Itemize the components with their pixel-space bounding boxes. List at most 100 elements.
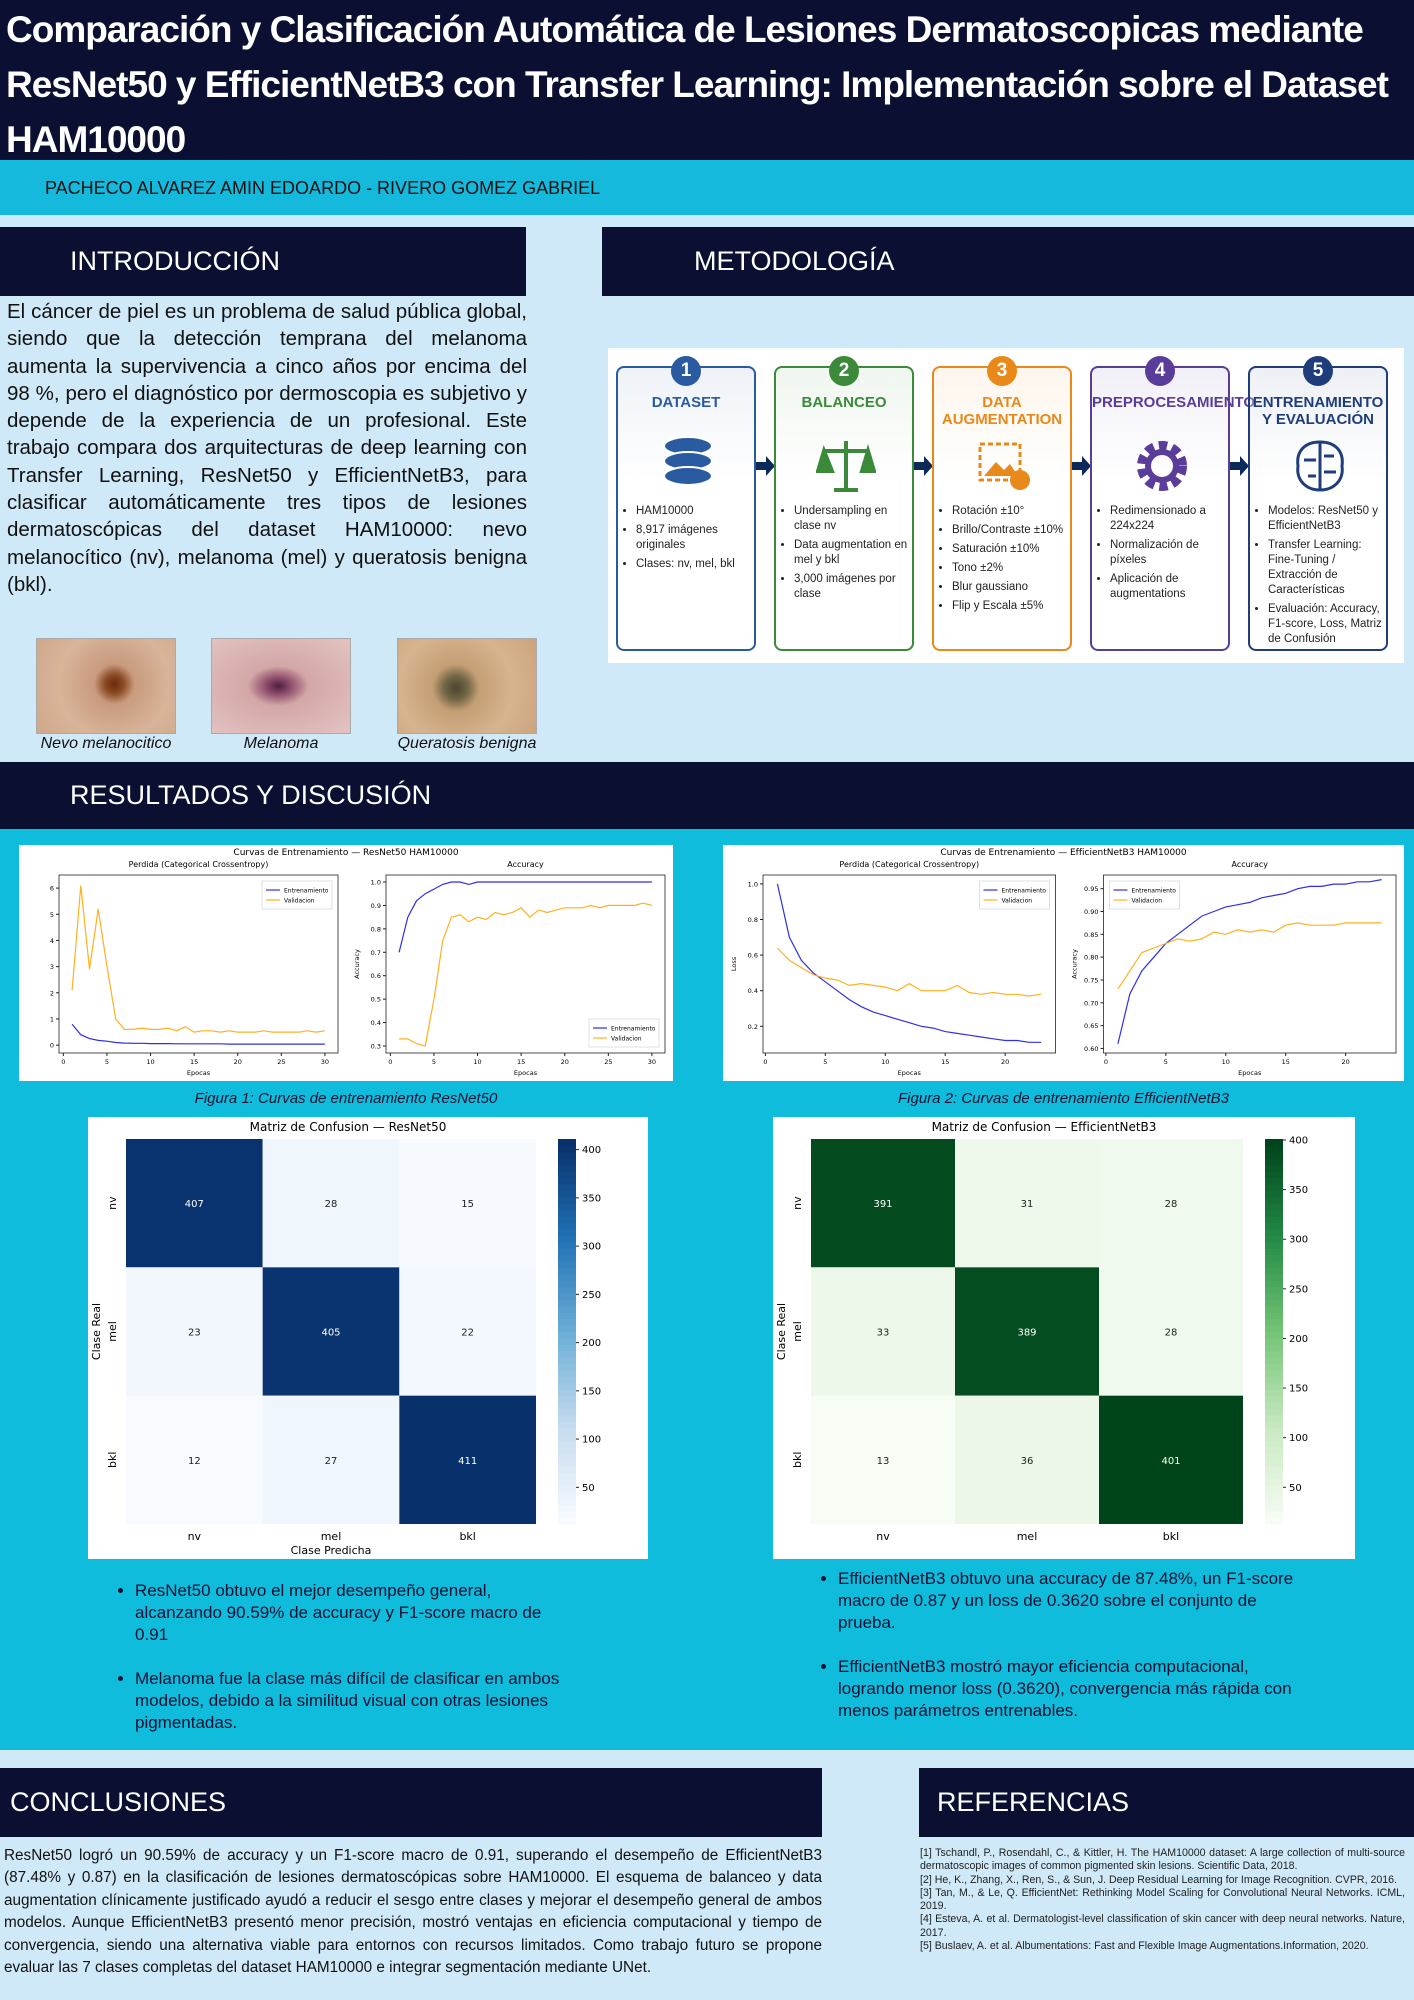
colorbar-step [558, 1312, 576, 1320]
cell-value: 13 [877, 1456, 890, 1467]
colorbar-step [1265, 1337, 1283, 1345]
reference-list: [1] Tschandl, P., Rosendahl, C., & Kittl… [920, 1847, 1405, 1953]
step-card: 3 DATA AUGMENTATION Rotación ±10° Brillo/Co… [932, 356, 1072, 651]
matrix-cell [126, 1395, 263, 1524]
icon-shape [1296, 440, 1344, 492]
colorbar-step [558, 1511, 576, 1519]
colorbar-step [558, 1190, 576, 1198]
section-heading: REFERENCIAS [919, 1768, 1414, 1837]
x-axis-label: Epocas [898, 1069, 922, 1077]
colorbar-step [558, 1325, 576, 1333]
step-icon [1137, 441, 1187, 491]
y-tick-label: 2 [50, 989, 54, 997]
poster-title: Comparación y Clasificación Automática d… [0, 0, 1414, 160]
y-tick-label: 0.85 [1084, 931, 1098, 939]
y-tick-label: 0.60 [1084, 1045, 1098, 1053]
matrix-cell [955, 1395, 1099, 1524]
icon-shape [816, 441, 876, 492]
colorbar-step [1265, 1222, 1283, 1230]
legend-label: Entrenamiento [284, 887, 329, 894]
y-tick-label: 1 [50, 1015, 54, 1023]
x-tick-label: 5 [105, 1058, 109, 1066]
cell-value: 15 [461, 1199, 474, 1210]
step-title: DATASET [651, 394, 721, 411]
colorbar-step [1265, 1209, 1283, 1217]
step-items: Redimensionado a 224x224 Normalización de… [1092, 504, 1228, 602]
x-tick-label: 10 [1222, 1058, 1230, 1066]
colorbar-step [558, 1158, 576, 1166]
cell-value: 407 [185, 1199, 204, 1210]
colorbar-step [1265, 1241, 1283, 1249]
x-tick-label: 20 [234, 1058, 242, 1066]
x-axis-label: Clase Predicha [291, 1544, 372, 1557]
cell-value: 23 [188, 1328, 201, 1339]
cell-value: 12 [188, 1456, 201, 1467]
arrow [1230, 456, 1249, 476]
step-title: PREPROCESAMIENTO [1092, 394, 1256, 411]
colorbar-step [1265, 1402, 1283, 1410]
step-item: Brillo/Contraste ±10% [952, 523, 1070, 538]
reference: [4] Esteva, A. et al. Dermatologist-leve… [920, 1913, 1405, 1939]
colorbar-step [558, 1485, 576, 1493]
colorbar-step [1265, 1312, 1283, 1320]
y-tick-label: 1.0 [748, 880, 758, 888]
legend-label: Entrenamiento [611, 1025, 656, 1032]
y-tick-label: bkl [791, 1452, 804, 1468]
y-tick-label: 0 [50, 1042, 54, 1050]
step-items: Rotación ±10° Brillo/Contraste ±10% Satura… [934, 504, 1070, 614]
step-icon [978, 442, 1030, 490]
colorbar-step [1265, 1171, 1283, 1179]
step-item: Aplicación de augmentations [1110, 572, 1228, 602]
colorbar-step [1265, 1177, 1283, 1185]
plot-frame [762, 874, 1056, 1054]
icon-shape [978, 442, 1022, 482]
colorbar-step [558, 1139, 576, 1147]
arrow-shape [1072, 456, 1091, 476]
colorbar-step [1265, 1254, 1283, 1262]
x-tick-label: 25 [604, 1058, 612, 1066]
reference: [2] He, K., Zhang, X., Ren, S., & Sun, J… [920, 1873, 1397, 1886]
line-series [776, 883, 1042, 1043]
colorbar-label: 350 [582, 1193, 601, 1204]
cell-value: 22 [461, 1328, 474, 1339]
y-tick-label: 0.8 [371, 925, 381, 933]
colorbar-step [558, 1196, 576, 1204]
legend-box [588, 1018, 660, 1048]
y-tick-label: bkl [106, 1452, 119, 1468]
colorbar-step [558, 1145, 576, 1153]
colorbar-step [1265, 1434, 1283, 1442]
methodology-figure: 1 DATASET HAM10000 8,917 imágenes originale… [608, 348, 1404, 663]
matrix-cell [399, 1395, 536, 1524]
colorbar-step [558, 1498, 576, 1506]
colorbar-step [558, 1389, 576, 1397]
colorbar-step [1265, 1427, 1283, 1435]
colorbar-step [558, 1421, 576, 1429]
step-item: Evaluación: Accuracy, F1-score, Loss, Ma… [1268, 602, 1386, 647]
cell-value: 27 [325, 1456, 338, 1467]
x-tick-label: 10 [881, 1058, 889, 1066]
line-series [1117, 879, 1382, 1045]
x-tick-label: 0 [61, 1058, 65, 1066]
colorbar-step [1265, 1145, 1283, 1153]
colorbar-step [558, 1466, 576, 1474]
colorbar-step [1265, 1280, 1283, 1288]
x-tick-label: 20 [1001, 1058, 1009, 1066]
step-item: Blur gaussiano [952, 580, 1070, 595]
colorbar-step [1265, 1344, 1283, 1352]
colorbar-step [558, 1395, 576, 1403]
colorbar-step [558, 1376, 576, 1384]
icon-shape [663, 466, 713, 486]
colorbar-step [558, 1459, 576, 1467]
x-tick-label: nv [188, 1530, 202, 1543]
colorbar-step [558, 1177, 576, 1185]
chart-title: Curvas de Entrenamiento — ResNet50 HAM10… [233, 848, 458, 858]
step-item: Data augmentation en mel y bkl [794, 538, 912, 568]
colorbar-step [558, 1491, 576, 1499]
y-tick-label: 5 [50, 911, 54, 919]
colorbar-step [1265, 1447, 1283, 1455]
colorbar-step [1265, 1235, 1283, 1243]
colorbar-step [1265, 1466, 1283, 1474]
matrix-cell [811, 1139, 955, 1268]
colorbar-label: 400 [1289, 1135, 1308, 1146]
colorbar-step [558, 1209, 576, 1217]
